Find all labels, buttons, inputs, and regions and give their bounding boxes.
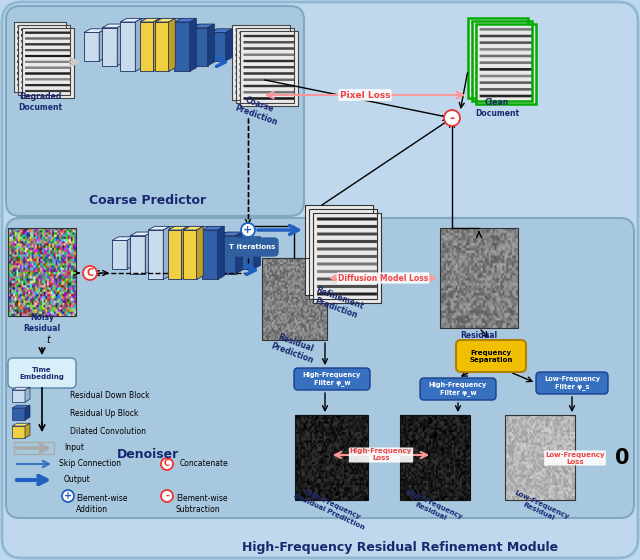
Polygon shape bbox=[140, 18, 160, 22]
Polygon shape bbox=[140, 22, 154, 72]
Bar bbox=[472, 21, 532, 101]
Polygon shape bbox=[120, 18, 142, 22]
Polygon shape bbox=[130, 232, 152, 236]
Polygon shape bbox=[102, 24, 124, 27]
Bar bbox=[295, 415, 363, 500]
Text: Input: Input bbox=[64, 444, 84, 452]
Polygon shape bbox=[12, 423, 30, 426]
Text: T iterations: T iterations bbox=[229, 244, 275, 250]
Text: Concatenate: Concatenate bbox=[180, 460, 228, 469]
Text: -: - bbox=[449, 111, 454, 124]
Polygon shape bbox=[218, 226, 224, 279]
Bar bbox=[8, 228, 76, 316]
Bar bbox=[309, 209, 377, 299]
Polygon shape bbox=[148, 230, 163, 279]
Polygon shape bbox=[130, 236, 145, 274]
FancyBboxPatch shape bbox=[6, 6, 304, 216]
Text: -: - bbox=[165, 491, 169, 501]
Text: Residual: Residual bbox=[460, 330, 497, 339]
Text: Degraded
Document: Degraded Document bbox=[18, 92, 62, 111]
Polygon shape bbox=[117, 24, 124, 66]
Bar bbox=[440, 228, 518, 328]
Polygon shape bbox=[183, 230, 196, 279]
Polygon shape bbox=[156, 22, 168, 72]
Polygon shape bbox=[25, 388, 30, 402]
Bar bbox=[18, 25, 70, 95]
Text: Pixel Loss: Pixel Loss bbox=[340, 91, 390, 100]
Text: Skip Connection: Skip Connection bbox=[59, 460, 121, 469]
Circle shape bbox=[161, 490, 173, 502]
Bar bbox=[14, 22, 66, 92]
Text: +: + bbox=[243, 225, 253, 235]
Polygon shape bbox=[239, 237, 260, 240]
Text: Low-Frequency
Loss: Low-Frequency Loss bbox=[545, 451, 605, 464]
Polygon shape bbox=[127, 237, 134, 269]
Polygon shape bbox=[102, 27, 117, 66]
Text: Refinement
Prediction: Refinement Prediction bbox=[311, 285, 365, 321]
Polygon shape bbox=[25, 405, 30, 420]
Bar bbox=[400, 415, 465, 500]
Polygon shape bbox=[239, 240, 253, 269]
Polygon shape bbox=[156, 18, 175, 22]
Polygon shape bbox=[99, 29, 106, 61]
Polygon shape bbox=[168, 18, 175, 72]
Text: High-Frequency
Residual Prediction: High-Frequency Residual Prediction bbox=[292, 486, 368, 530]
Text: Dilated Convolution: Dilated Convolution bbox=[70, 427, 146, 436]
Polygon shape bbox=[208, 24, 214, 66]
Text: t: t bbox=[46, 335, 50, 345]
Text: Element-wise
Addition: Element-wise Addition bbox=[76, 494, 127, 514]
Polygon shape bbox=[12, 388, 30, 390]
Polygon shape bbox=[12, 390, 25, 402]
Polygon shape bbox=[189, 18, 196, 72]
Text: Time
Embedding: Time Embedding bbox=[20, 366, 65, 380]
Polygon shape bbox=[175, 22, 189, 72]
Polygon shape bbox=[112, 240, 127, 269]
Polygon shape bbox=[226, 29, 232, 61]
FancyBboxPatch shape bbox=[226, 238, 278, 256]
Circle shape bbox=[62, 490, 74, 502]
Text: Residual
Prediction: Residual Prediction bbox=[269, 332, 318, 365]
FancyBboxPatch shape bbox=[420, 378, 496, 400]
Text: 0: 0 bbox=[615, 448, 629, 468]
Text: Element-wise
Subtraction: Element-wise Subtraction bbox=[176, 494, 227, 514]
Text: Noisy
Residual: Noisy Residual bbox=[24, 313, 61, 333]
FancyBboxPatch shape bbox=[294, 368, 370, 390]
Polygon shape bbox=[182, 226, 188, 279]
Text: Low-Frequency
Residual: Low-Frequency Residual bbox=[510, 489, 570, 526]
Text: Coarse
Prediction: Coarse Prediction bbox=[234, 94, 282, 127]
Polygon shape bbox=[183, 226, 204, 230]
FancyBboxPatch shape bbox=[8, 358, 76, 388]
Bar bbox=[476, 24, 536, 104]
Polygon shape bbox=[148, 226, 170, 230]
Polygon shape bbox=[168, 226, 188, 230]
Text: +: + bbox=[64, 491, 72, 501]
Polygon shape bbox=[12, 408, 25, 420]
Circle shape bbox=[161, 458, 173, 470]
Polygon shape bbox=[84, 29, 106, 32]
Bar bbox=[22, 28, 74, 98]
Bar bbox=[14, 442, 54, 454]
Text: High-Frequency
Residual: High-Frequency Residual bbox=[401, 489, 463, 527]
Polygon shape bbox=[236, 232, 243, 274]
Polygon shape bbox=[25, 423, 30, 438]
Text: High-Frequency
Filter φ_w: High-Frequency Filter φ_w bbox=[303, 372, 361, 386]
Polygon shape bbox=[253, 237, 260, 269]
Polygon shape bbox=[12, 405, 30, 408]
Bar bbox=[262, 258, 327, 340]
Polygon shape bbox=[196, 226, 204, 279]
Polygon shape bbox=[168, 230, 182, 279]
Bar bbox=[232, 25, 290, 100]
Text: Output: Output bbox=[64, 475, 91, 484]
Text: High-Frequency
Filter φ_w: High-Frequency Filter φ_w bbox=[429, 382, 487, 396]
Polygon shape bbox=[202, 226, 224, 230]
FancyBboxPatch shape bbox=[456, 340, 526, 372]
Bar bbox=[300, 415, 368, 500]
Text: Coarse Predictor: Coarse Predictor bbox=[90, 194, 207, 207]
Circle shape bbox=[83, 266, 97, 280]
Polygon shape bbox=[193, 27, 208, 66]
Polygon shape bbox=[145, 232, 152, 274]
Text: C: C bbox=[164, 460, 170, 469]
Polygon shape bbox=[202, 230, 218, 279]
Text: High-Frequency
Loss: High-Frequency Loss bbox=[350, 449, 412, 461]
